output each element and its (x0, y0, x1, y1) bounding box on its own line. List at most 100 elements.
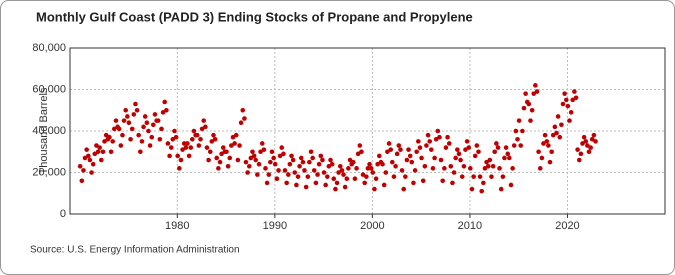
point (446, 141, 452, 146)
point (359, 149, 364, 155)
point (463, 147, 468, 152)
point (337, 163, 343, 169)
point (307, 159, 312, 165)
point (334, 180, 340, 186)
point (435, 128, 441, 134)
point (256, 161, 262, 167)
point (581, 134, 587, 140)
point (495, 145, 501, 150)
point (77, 163, 83, 169)
point (412, 168, 418, 173)
point (385, 149, 390, 155)
point (567, 118, 572, 123)
point (479, 188, 485, 194)
point (194, 132, 200, 138)
point (84, 147, 89, 152)
point (372, 186, 377, 192)
point (469, 186, 475, 192)
point (318, 153, 324, 159)
point (416, 139, 421, 144)
point (87, 157, 93, 163)
point (313, 180, 319, 186)
point (380, 161, 385, 167)
point (253, 157, 259, 163)
point (508, 182, 514, 188)
point (425, 132, 431, 138)
point (433, 137, 439, 142)
point (565, 103, 571, 109)
point (120, 132, 125, 138)
point (290, 157, 296, 163)
point (534, 89, 540, 94)
point (123, 107, 128, 113)
point (206, 157, 211, 163)
point (526, 101, 532, 107)
point (352, 176, 358, 182)
point (211, 132, 216, 138)
point (266, 172, 272, 177)
point (552, 124, 558, 130)
point (207, 149, 213, 155)
point (536, 149, 541, 155)
point (139, 139, 145, 144)
y-tick-label: 60,000 (32, 83, 66, 95)
chart-title: Monthly Gulf Coast (PADD 3) Ending Stock… (36, 9, 473, 24)
x-tick-label: 2000 (360, 220, 384, 232)
point (377, 153, 382, 159)
point (432, 155, 437, 161)
point (401, 186, 406, 192)
point (268, 159, 273, 165)
point (513, 128, 519, 134)
point (272, 161, 278, 167)
point (125, 114, 130, 119)
point (557, 134, 563, 140)
point (281, 151, 286, 157)
x-tick-label: 1990 (263, 220, 287, 232)
point (494, 141, 499, 146)
point (357, 143, 363, 148)
point (298, 155, 304, 161)
point (554, 130, 559, 136)
point (331, 176, 337, 182)
x-tick-label: 2020 (555, 220, 579, 232)
point (224, 149, 229, 155)
point (575, 147, 580, 152)
point (339, 168, 345, 173)
point (464, 139, 470, 144)
point (305, 174, 311, 179)
point (285, 172, 291, 177)
point (255, 172, 260, 177)
point (90, 161, 96, 167)
point (455, 147, 460, 152)
point (295, 174, 301, 179)
point (360, 172, 366, 177)
point (489, 174, 494, 179)
point (383, 170, 389, 175)
point (528, 118, 533, 123)
point (321, 170, 327, 175)
point (227, 155, 233, 161)
point (549, 149, 554, 155)
point (459, 174, 465, 179)
point (82, 155, 88, 161)
point (108, 149, 114, 155)
point (159, 126, 164, 132)
point (191, 128, 197, 134)
point (229, 143, 234, 148)
point (165, 141, 171, 146)
point (533, 83, 538, 88)
point (233, 132, 239, 138)
point (487, 157, 493, 163)
y-tick-label: 80,000 (32, 42, 66, 54)
point (542, 132, 548, 138)
point (185, 141, 190, 146)
point (500, 174, 506, 179)
point (201, 118, 207, 123)
point (362, 180, 367, 186)
point (355, 151, 361, 157)
point (398, 147, 403, 152)
point (440, 178, 446, 184)
point (589, 137, 595, 142)
